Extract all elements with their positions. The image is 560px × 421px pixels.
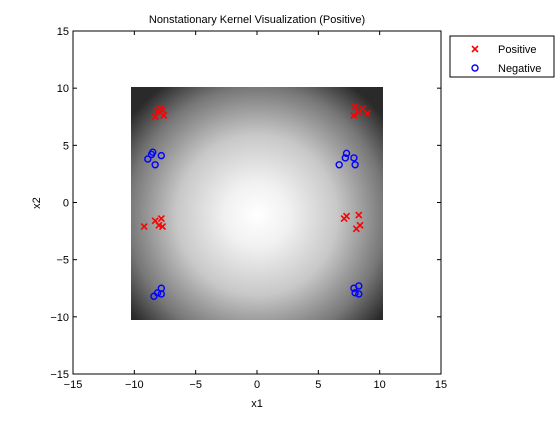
x-tick-label: 15 [435, 379, 447, 391]
positive-point [363, 109, 371, 117]
positive-point [350, 112, 358, 120]
legend-box [449, 35, 555, 78]
positive-point [160, 112, 168, 120]
legend: Positive Negative [449, 35, 555, 78]
y-tick-label: 15 [57, 26, 69, 38]
x-tick-label: 5 [315, 379, 321, 391]
negative-point [355, 282, 363, 290]
y-tick-label: 10 [57, 83, 69, 95]
legend-label-negative: Negative [498, 63, 541, 75]
negative-point [342, 149, 351, 158]
legend-marker-negative [471, 64, 479, 72]
negative-point [351, 161, 359, 169]
positive-point [351, 102, 359, 111]
x-tick-label: −5 [189, 379, 202, 391]
negative-point [351, 289, 359, 297]
negative-point [341, 154, 350, 162]
negative-point [157, 151, 166, 160]
legend-marker-positive [471, 45, 479, 53]
chart-title: Nonstationary Kernel Visualization (Posi… [149, 14, 365, 26]
scatter-marks [140, 102, 371, 300]
legend-label-positive: Positive [498, 44, 537, 56]
negative-point [335, 161, 343, 169]
y-axis-label: x2 [31, 197, 43, 209]
negative-point [350, 154, 358, 162]
negative-point [153, 289, 162, 297]
negative-point [151, 161, 159, 169]
x-axis-label: x1 [251, 398, 263, 410]
negative-point [157, 290, 166, 298]
y-tick-label: −10 [50, 312, 69, 324]
negative-point [144, 155, 152, 163]
y-tick-label: 0 [63, 198, 69, 210]
x-tick-label: 10 [374, 379, 386, 391]
negative-point [355, 290, 363, 298]
x-tick-label: 0 [254, 379, 260, 391]
y-axis-ticks: −15 −10 −5 0 5 10 15 [50, 26, 441, 381]
positive-point [140, 222, 148, 231]
negative-point [149, 148, 157, 156]
y-tick-label: −5 [56, 255, 69, 267]
positive-point [158, 222, 167, 231]
positive-point [342, 212, 351, 220]
positive-point [151, 113, 159, 121]
x-tick-label: −15 [64, 379, 83, 391]
y-tick-label: −15 [50, 369, 69, 381]
positive-point [158, 106, 167, 114]
positive-point [157, 214, 165, 223]
x-tick-label: −10 [125, 379, 144, 391]
kernel-heatmap [131, 87, 383, 320]
x-axis-ticks: −15 −10 −5 0 5 10 15 [64, 31, 447, 391]
y-tick-label: 5 [63, 140, 69, 152]
positive-point [356, 221, 364, 229]
positive-point [355, 211, 363, 219]
